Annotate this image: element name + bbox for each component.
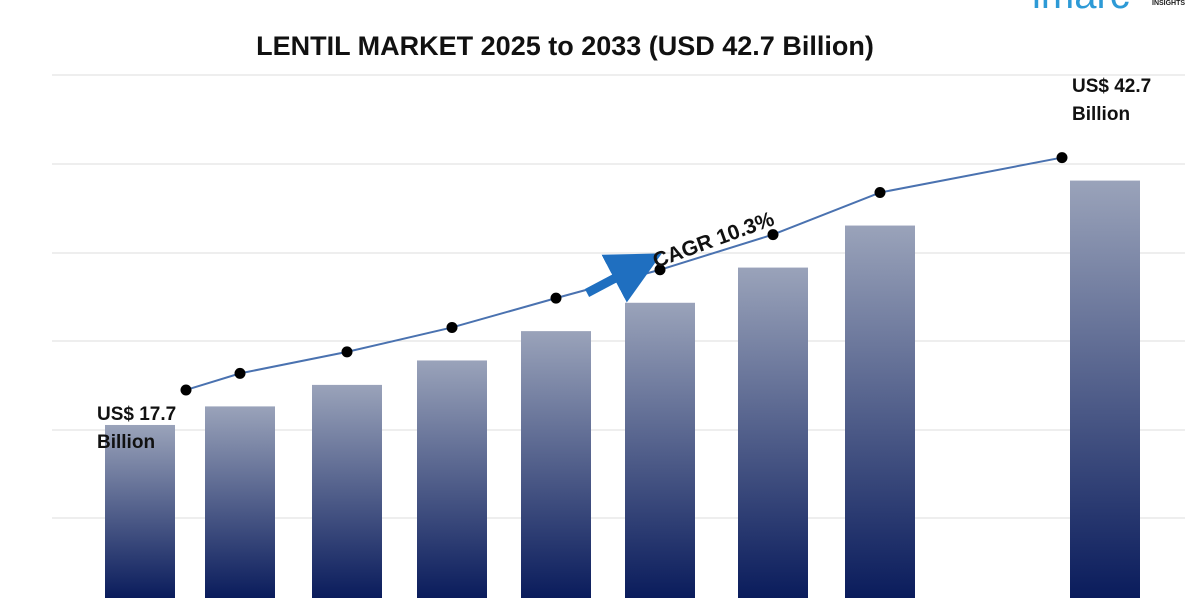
bar-2026 — [205, 406, 275, 598]
trend-point-2033 — [1056, 152, 1068, 164]
trend-points — [180, 152, 1068, 396]
trend-point-2026 — [234, 367, 246, 379]
trend-point-2027 — [341, 346, 353, 358]
first-value-line2: Billion — [97, 432, 155, 453]
last-value-line1: US$ 42.7 — [1072, 76, 1151, 97]
first-value-label: US$ 17.7 Billion — [97, 404, 176, 453]
cagr-arrow-icon — [584, 253, 662, 303]
first-value-line1: US$ 17.7 — [97, 404, 176, 425]
bar-2033 — [1070, 180, 1140, 598]
trend-point-2032 — [874, 187, 886, 199]
bar-2027 — [312, 384, 382, 598]
bar-2032 — [845, 225, 915, 599]
bar-2030 — [625, 302, 695, 598]
bar-2031 — [738, 267, 808, 598]
last-value-label: US$ 42.7 Billion — [1072, 76, 1151, 125]
bars — [105, 180, 1140, 599]
logo-sub-text: INSIGHTS — [1152, 0, 1185, 7]
trend-point-2031 — [767, 229, 779, 241]
trend-point-2025 — [180, 384, 192, 396]
trend-point-2028 — [446, 321, 458, 333]
trend-point-2029 — [550, 292, 562, 304]
bar-2025 — [105, 424, 175, 598]
last-value-line2: Billion — [1072, 104, 1130, 125]
chart-title: LENTIL MARKET 2025 to 2033 (USD 42.7 Bil… — [256, 31, 874, 61]
logo-brand-text: imarc — [1032, 0, 1130, 17]
bar-2028 — [417, 360, 487, 598]
imarc-logo: imarc INSIGHTS — [1032, 0, 1185, 17]
bar-2029 — [521, 331, 591, 598]
